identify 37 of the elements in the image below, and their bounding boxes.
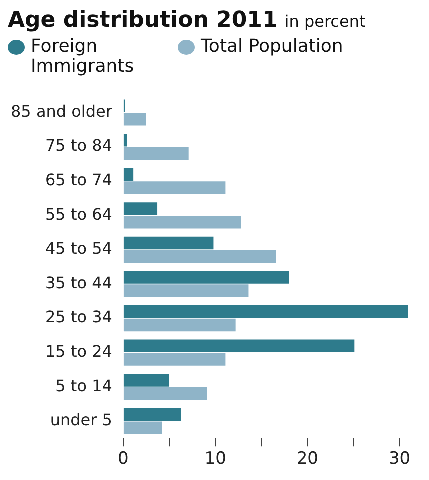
x-tick-label: 30	[388, 449, 411, 470]
bar	[124, 271, 290, 284]
chart-title: Age distribution 2011	[8, 8, 278, 33]
bar	[124, 408, 182, 422]
bar	[124, 318, 236, 332]
legend-label: Total Population	[201, 36, 344, 57]
x-tick-label: 20	[296, 449, 318, 470]
y-tick-label: under 5	[50, 410, 112, 430]
x-tick-label: 0	[118, 449, 129, 470]
bar	[124, 340, 355, 353]
bar	[124, 202, 158, 216]
bar	[124, 168, 134, 182]
bar	[124, 387, 208, 400]
legend-label: Foreign Immigrants	[31, 36, 136, 77]
y-tick-label: 35 to 44	[45, 273, 112, 292]
y-tick-label: 85 and older	[10, 102, 113, 121]
bar	[124, 284, 249, 298]
y-tick-label: 75 to 84	[45, 136, 112, 156]
x-tick-label: 10	[204, 449, 226, 470]
bar	[124, 147, 189, 160]
y-tick-label: 55 to 64	[45, 204, 112, 224]
y-tick-label: 15 to 24	[45, 342, 112, 362]
bar	[124, 250, 276, 263]
bar	[124, 422, 162, 434]
bar	[124, 306, 408, 318]
bar	[124, 236, 214, 250]
bar	[124, 353, 226, 366]
bar	[124, 182, 226, 194]
bar	[124, 216, 242, 229]
bar	[124, 374, 170, 387]
bar	[124, 113, 146, 126]
bar	[124, 134, 128, 147]
y-tick-label: 5 to 14	[56, 376, 112, 396]
y-tick-label: 65 to 74	[45, 170, 112, 190]
y-tick-label: 25 to 34	[45, 308, 112, 327]
y-tick-label: 45 to 54	[45, 239, 112, 258]
chart-subtitle: in percent	[284, 12, 366, 31]
